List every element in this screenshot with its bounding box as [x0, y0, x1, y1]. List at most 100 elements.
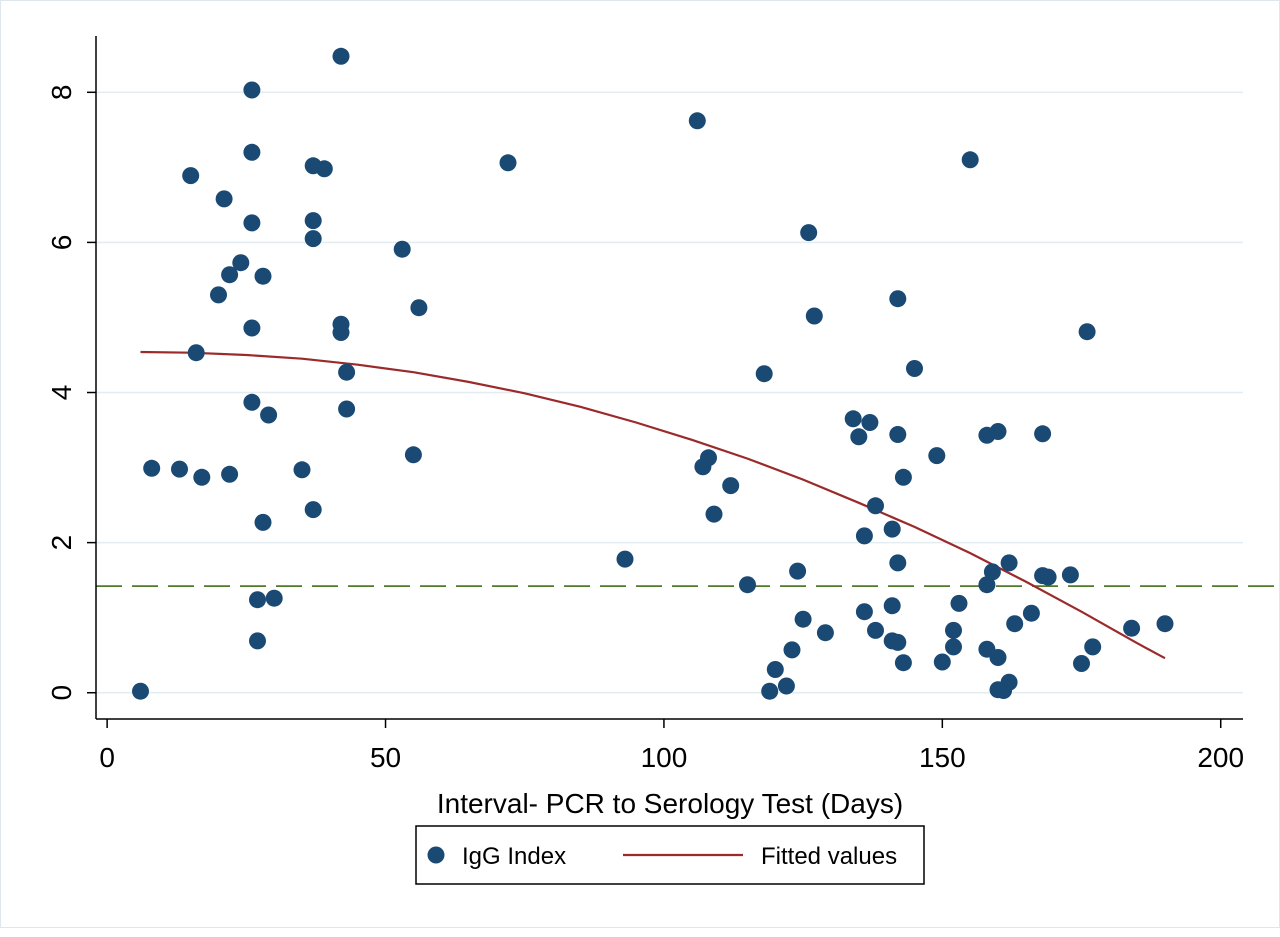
- igg-index-point: [304, 230, 322, 248]
- igg-index-point: [254, 267, 272, 285]
- igg-index-point: [805, 307, 823, 325]
- igg-index-point: [143, 459, 161, 477]
- y-tick-label: 2: [46, 535, 77, 551]
- igg-index-point: [906, 360, 923, 377]
- igg-index-point: [215, 190, 233, 208]
- igg-index-point: [950, 594, 968, 612]
- legend-label-fitted-values: Fitted values: [761, 843, 897, 870]
- igg-index-point: [304, 501, 322, 519]
- igg-index-point: [867, 497, 884, 515]
- igg-index-point: [1084, 638, 1102, 656]
- igg-index-point: [404, 446, 422, 464]
- igg-index-point: [338, 363, 356, 381]
- igg-index-point: [304, 212, 322, 230]
- igg-index-point: [1061, 566, 1079, 584]
- igg-index-point: [616, 550, 634, 568]
- igg-index-point: [883, 597, 901, 615]
- x-tick-label: 200: [1197, 742, 1244, 773]
- igg-index-point: [265, 589, 283, 607]
- axes: [87, 36, 1243, 728]
- igg-index-point: [688, 112, 706, 130]
- igg-index-point: [739, 576, 756, 594]
- igg-index-point: [855, 603, 873, 621]
- y-tick-label: 0: [46, 685, 77, 701]
- igg-index-point: [338, 400, 356, 418]
- fitted-line-layer: [140, 350, 1166, 660]
- igg-index-point: [243, 214, 261, 232]
- igg-index-point: [243, 393, 261, 411]
- igg-index-point: [722, 477, 740, 495]
- igg-index-point: [232, 254, 250, 272]
- tick-labels: 0 2 4 6 8 0 50 100 150 200: [46, 85, 1244, 773]
- igg-index-point: [989, 423, 1007, 440]
- igg-index-point: [254, 513, 272, 531]
- igg-index-point: [243, 143, 261, 161]
- igg-index-point: [410, 299, 428, 317]
- x-tick-label: 100: [641, 742, 688, 773]
- legend-marker-igg-index: [427, 846, 445, 864]
- igg-index-point: [755, 365, 773, 383]
- igg-index-point: [844, 410, 862, 428]
- igg-index-point: [260, 406, 278, 424]
- igg-index-point: [171, 460, 188, 478]
- igg-index-point: [293, 461, 311, 479]
- igg-index-point: [210, 286, 227, 304]
- igg-index-point: [883, 520, 901, 538]
- igg-index-point: [889, 290, 907, 308]
- igg-index-point: [894, 468, 912, 486]
- igg-index-point: [789, 562, 807, 580]
- igg-index-point: [1006, 615, 1024, 633]
- x-axis-title: Interval- PCR to Serology Test (Days): [437, 788, 903, 819]
- igg-index-point: [889, 633, 907, 651]
- x-tick-label: 50: [370, 742, 401, 773]
- igg-index-point: [961, 151, 979, 169]
- igg-index-point: [1156, 615, 1174, 633]
- igg-index-point: [132, 682, 149, 700]
- igg-index-point: [332, 324, 350, 341]
- igg-index-point: [945, 638, 962, 656]
- igg-index-point: [761, 682, 779, 700]
- y-tick-label: 4: [46, 385, 77, 401]
- igg-index-point: [499, 154, 517, 172]
- y-tick-label: 6: [46, 235, 77, 251]
- points-layer: [132, 47, 1174, 700]
- igg-index-point: [315, 160, 333, 178]
- igg-index-point: [889, 554, 907, 572]
- igg-index-point: [855, 527, 873, 545]
- igg-index-point: [243, 81, 261, 99]
- igg-index-point: [816, 624, 834, 642]
- igg-index-point: [1022, 604, 1040, 622]
- igg-index-point: [249, 632, 266, 650]
- igg-index-point: [1073, 655, 1090, 672]
- igg-index-point: [867, 621, 884, 639]
- igg-index-point: [777, 677, 795, 695]
- igg-index-point: [700, 449, 717, 467]
- igg-index-point: [1034, 425, 1052, 443]
- igg-index-point: [894, 654, 912, 672]
- igg-index-point: [989, 649, 1007, 666]
- igg-index-point: [783, 641, 801, 659]
- fitted-values-line: [140, 350, 1166, 660]
- y-tick-label: 8: [46, 85, 77, 101]
- igg-index-point: [928, 447, 946, 465]
- igg-index-point: [221, 465, 239, 483]
- legend-label-igg-index: IgG Index: [462, 843, 566, 870]
- igg-index-point: [1039, 568, 1057, 586]
- igg-index-point: [945, 621, 962, 639]
- igg-index-point: [978, 576, 996, 594]
- igg-index-point: [983, 563, 1001, 581]
- igg-index-point: [794, 610, 812, 628]
- igg-index-point: [800, 224, 818, 242]
- x-tick-label: 0: [99, 742, 115, 773]
- igg-index-point: [243, 319, 261, 337]
- x-tick-label: 150: [919, 742, 966, 773]
- igg-index-point: [332, 47, 350, 65]
- igg-index-point: [1000, 673, 1018, 691]
- igg-index-point: [193, 468, 211, 486]
- igg-index-point: [705, 505, 723, 523]
- igg-index-point: [1123, 619, 1141, 637]
- igg-index-point: [1078, 323, 1096, 341]
- igg-index-point: [393, 240, 411, 258]
